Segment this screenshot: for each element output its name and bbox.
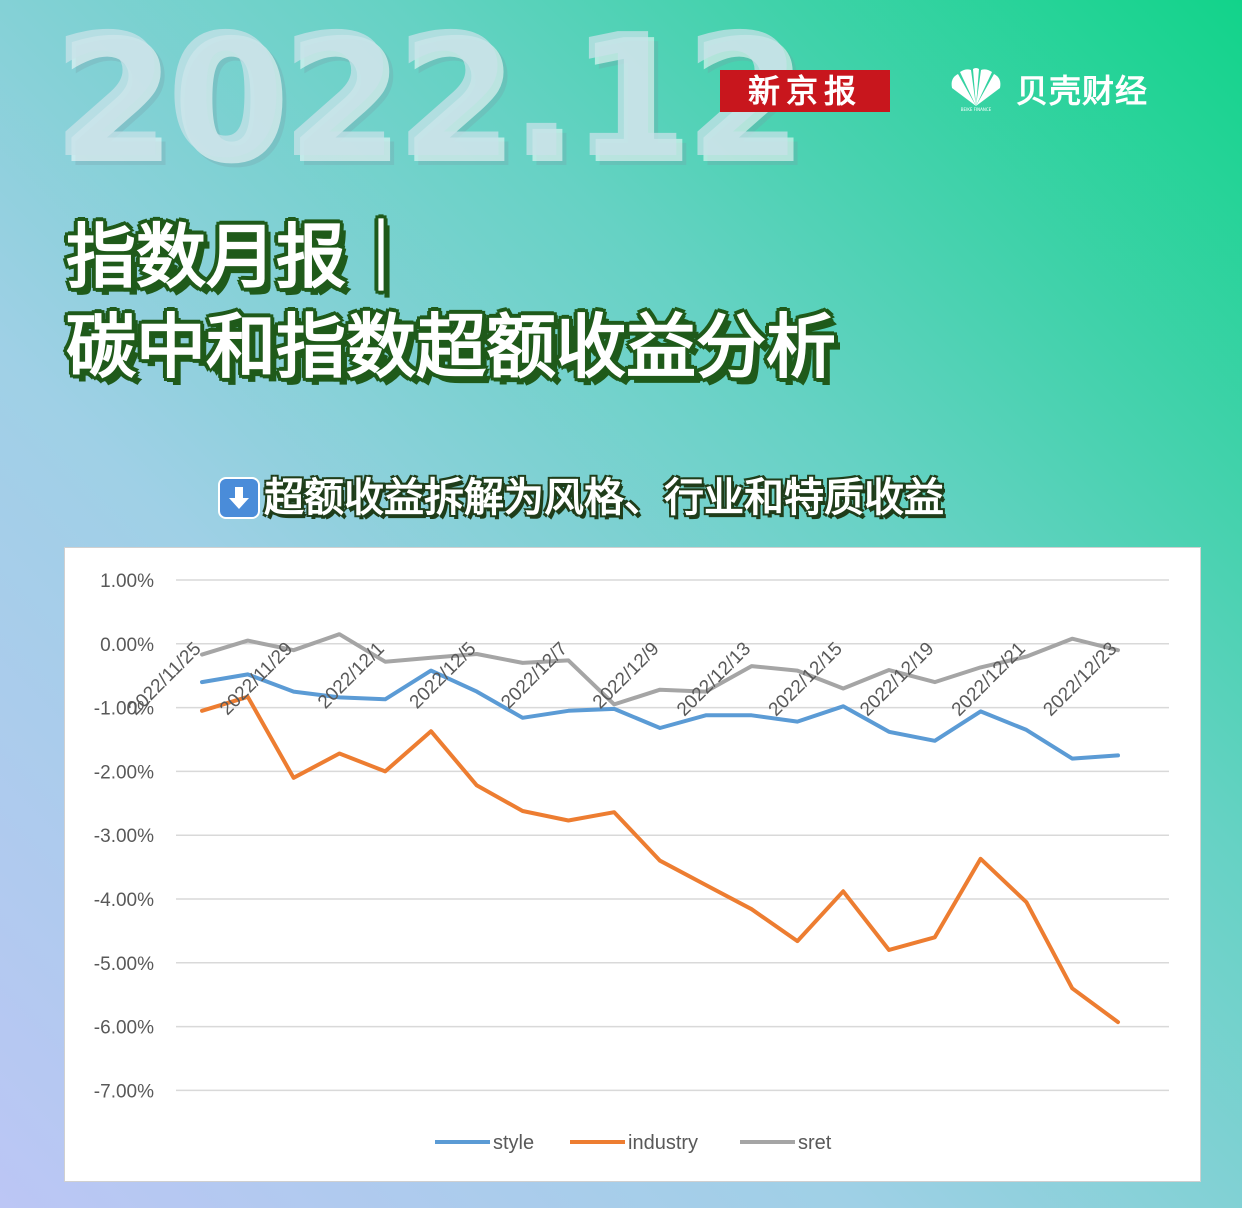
- x-tick-label: 2022/12/7: [497, 638, 572, 713]
- y-tick-label: -5.00%: [94, 954, 154, 975]
- down-arrow-icon: [218, 477, 260, 519]
- title-line-2: 碳中和指数超额收益分析: [66, 306, 836, 388]
- beike-small-text: BEIKE FINANCE: [961, 107, 992, 112]
- series-line-sret: [200, 632, 1120, 707]
- y-tick-label: -7.00%: [94, 1081, 154, 1102]
- y-tick-label: -6.00%: [94, 1018, 154, 1039]
- year-watermark: 2022.12: [52, 0, 802, 196]
- y-tick-label: -2.00%: [94, 762, 154, 783]
- x-tick-label: 2022/12/5: [406, 638, 481, 713]
- x-tick-label: 2022/12/1: [314, 638, 389, 713]
- y-tick-label: -1.00%: [94, 699, 154, 720]
- beike-logo-text: 贝壳财经: [1016, 72, 1149, 110]
- chart-subtitle: 超额收益拆解为风格、行业和特质收益: [218, 470, 944, 526]
- y-tick-label: -4.00%: [94, 890, 154, 911]
- y-tick-label: -3.00%: [94, 826, 154, 847]
- subtitle-text: 超额收益拆解为风格、行业和特质收益: [264, 475, 944, 521]
- line-chart: 1.00% 0.00% -1.00% -2.00% -3.00% -4.00% -5.00%…: [64, 547, 1201, 1182]
- page-title: 指数月报｜ 碳中和指数超额收益分析: [66, 212, 836, 392]
- legend-label-style: style: [493, 1132, 534, 1154]
- legend-label-sret: sret: [798, 1132, 832, 1154]
- y-tick-label: 0.00%: [100, 635, 154, 656]
- beike-finance-logo: BEIKE FINANCE 贝壳财经: [946, 66, 1148, 112]
- series-line-style: [200, 668, 1120, 761]
- title-line-1: 指数月报｜: [66, 216, 416, 298]
- legend-label-industry: industry: [628, 1132, 698, 1154]
- y-tick-label: 1.00%: [100, 571, 154, 592]
- shell-icon: BEIKE FINANCE: [951, 68, 1001, 112]
- xjb-logo: 新京报: [720, 70, 890, 112]
- chart-svg: 1.00% 0.00% -1.00% -2.00% -3.00% -4.00% -5.00%…: [94, 571, 1169, 1154]
- series-line-industry: [200, 694, 1120, 1025]
